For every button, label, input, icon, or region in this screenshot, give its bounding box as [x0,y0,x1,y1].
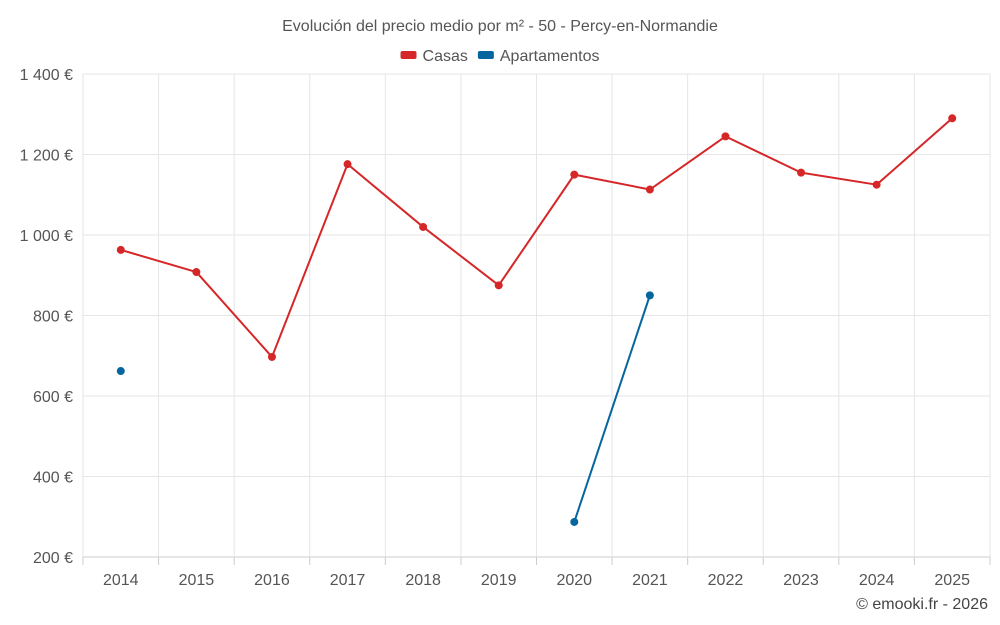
data-point[interactable] [645,291,654,300]
y-tick-label: 400 € [33,470,73,487]
x-axis: 2014 2015 2016 2017 2018 2019 2020 2021 2022 2023… [82,557,991,589]
chart-title: Evolución del precio medio por m² - 50 -… [282,18,718,35]
x-tick-label: 2021 [632,572,668,589]
data-point[interactable] [721,132,730,141]
y-tick-label: 800 € [33,309,73,326]
legend-label: Apartamentos [500,48,600,65]
x-tick-label: 2022 [708,572,744,589]
data-point[interactable] [192,268,201,277]
data-point[interactable] [267,352,276,361]
data-point[interactable] [116,245,125,254]
x-tick-label: 2019 [481,572,517,589]
x-tick-label: 2015 [179,572,215,589]
data-point[interactable] [343,160,352,169]
y-axis: 200 € 400 € 600 € 800 € 1 000 € 1 200 € 1 400 … [20,67,73,567]
y-tick-label: 600 € [33,389,73,406]
series-line [120,117,953,358]
legend: Casas Apartamentos [400,48,600,65]
data-point[interactable] [494,281,503,290]
x-tick-label: 2020 [556,572,592,589]
y-tick-label: 200 € [33,550,73,567]
data-point[interactable] [948,114,957,123]
chart-credit: © emooki.fr - 2026 [856,596,988,613]
grid [82,73,991,558]
data-point[interactable] [419,222,428,231]
x-tick-label: 2018 [405,572,441,589]
series-casas [116,114,957,361]
y-tick-label: 1 000 € [20,228,73,245]
x-tick-label: 2024 [859,572,895,589]
x-tick-label: 2025 [934,572,970,589]
data-point[interactable] [872,180,881,189]
legend-item-apartamentos[interactable]: Apartamentos [477,48,600,65]
series-line [573,295,651,523]
x-tick-label: 2014 [103,572,139,589]
legend-swatch [477,51,494,59]
data-point[interactable] [116,367,125,376]
x-tick-label: 2017 [330,572,366,589]
x-tick-label: 2023 [783,572,819,589]
data-point[interactable] [570,170,579,179]
data-point[interactable] [570,517,579,526]
plot-area [116,114,957,526]
data-point[interactable] [645,185,654,194]
legend-item-casas[interactable]: Casas [400,48,468,65]
series-apartamentos [116,291,654,526]
y-tick-label: 1 200 € [20,148,73,165]
x-tick-label: 2016 [254,572,290,589]
y-tick-label: 1 400 € [20,67,73,84]
data-point[interactable] [797,168,806,177]
legend-swatch [400,51,417,59]
legend-label: Casas [423,48,468,65]
